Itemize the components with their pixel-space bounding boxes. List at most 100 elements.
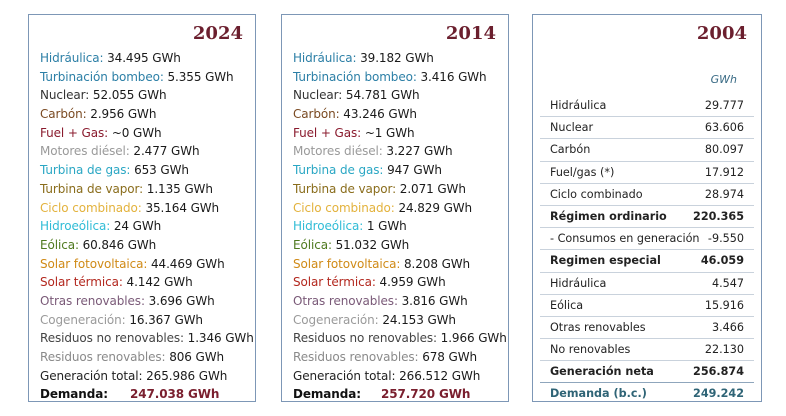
demand-label: Demanda: xyxy=(40,387,108,402)
row-value: 34.495 GWh xyxy=(103,51,181,65)
row-label: Otras renovables: xyxy=(40,293,145,308)
row-label: Carbón xyxy=(550,143,591,157)
row-value: 17.912 xyxy=(704,165,744,179)
generation-row: Hidráulica: 34.495 GWh xyxy=(40,49,254,68)
row-value: 3.227 GWh xyxy=(382,144,453,159)
table-row: Hidráulica 4.547 xyxy=(540,273,754,295)
row-value: 1.966 GWh xyxy=(436,331,507,346)
row-value: 653 GWh xyxy=(130,163,189,178)
table-row: - Consumos en generación -9.550 xyxy=(540,228,754,251)
row-value: 43.246 GWh xyxy=(339,107,417,122)
generation-row: Hidroeólica: 1 GWh xyxy=(293,217,507,236)
generation-row: Motores diésel: 3.227 GWh xyxy=(293,142,507,161)
generation-row: Eólica: 60.846 GWh xyxy=(40,236,254,255)
row-value: 80.097 xyxy=(704,143,744,157)
row-label: Fuel + Gas: xyxy=(40,125,109,140)
row-label: Otras renovables xyxy=(550,320,646,334)
row-label: Turbina de vapor: xyxy=(293,181,397,196)
row-value: 2.477 GWh xyxy=(129,144,200,159)
generation-row: Residuos no renovables: 1.966 GWh xyxy=(293,329,507,348)
row-value: 28.974 xyxy=(704,187,744,201)
row-value: 29.777 xyxy=(704,99,744,112)
row-value: 947 GWh xyxy=(383,163,442,178)
row-value: 4.959 GWh xyxy=(375,275,446,290)
demand-row: Demanda: 247.038 GWh xyxy=(40,385,254,404)
row-value: 24.153 GWh xyxy=(378,312,456,327)
generation-row: Residuos renovables: 806 GWh xyxy=(40,348,254,367)
row-value: 1 GWh xyxy=(363,219,407,234)
row-label: Eólica xyxy=(550,298,584,312)
row-value: 4.142 GWh xyxy=(122,275,193,290)
row-label: Ciclo combinado xyxy=(550,187,643,201)
row-value: 54.781 GWh xyxy=(342,88,420,103)
row-label: Generación total: xyxy=(293,368,396,383)
generation-row: Motores diésel: 2.477 GWh xyxy=(40,142,254,161)
row-value: 39.182 GWh xyxy=(356,51,434,65)
row-label: No renovables xyxy=(550,343,631,357)
row-label: Turbinación bombeo: xyxy=(293,69,417,84)
row-value: 22.130 xyxy=(704,343,744,357)
row-label: Eólica: xyxy=(40,237,79,252)
row-value: ~1 GWh xyxy=(361,125,415,140)
generation-row: Generación total: 266.512 GWh xyxy=(293,367,507,386)
row-value: -9.550 xyxy=(707,232,744,246)
row-label: Turbina de gas: xyxy=(293,163,384,178)
row-label: Nuclear: xyxy=(293,88,343,103)
row-value: 52.055 GWh xyxy=(89,88,167,103)
table-row: Nuclear 63.606 xyxy=(540,117,754,140)
generation-row: Residuos no renovables: 1.346 GWh xyxy=(40,329,254,348)
row-label: Solar térmica: xyxy=(40,275,123,290)
table-row: Demanda (b.c.) 249.242 xyxy=(540,383,754,404)
row-label: Motores diésel: xyxy=(293,144,383,159)
panel-2004: 2004 GWh Hidráulica 29.777 Nuclear 63.606 Ca… xyxy=(532,14,762,402)
row-value: 51.032 GWh xyxy=(331,237,410,252)
row-label: Hidroeólica: xyxy=(293,219,364,234)
row-label: Eólica: xyxy=(293,237,332,252)
generation-row: Turbinación bombeo: 3.416 GWh xyxy=(293,68,507,87)
demand-value: 257.720 GWh xyxy=(381,387,471,402)
demand-label: Demanda: xyxy=(293,387,361,402)
year-title: 2004 xyxy=(696,23,747,44)
row-value: 678 GWh xyxy=(418,350,477,364)
row-label: Residuos no renovables: xyxy=(293,331,437,346)
row-value: 60.846 GWh xyxy=(78,237,157,252)
row-label: Otras renovables: xyxy=(293,293,398,308)
row-value: 5.355 GWh xyxy=(163,69,234,84)
generation-row: Turbina de vapor: 2.071 GWh xyxy=(293,180,507,199)
demand-value: 247.038 GWh xyxy=(130,387,220,402)
row-label: Turbinación bombeo: xyxy=(40,69,164,84)
panel-2014: 2014 Hidráulica: 39.182 GWh Turbinación b… xyxy=(281,14,509,402)
row-value: 1.346 GWh xyxy=(183,331,254,346)
generation-row: Otras renovables: 3.816 GWh xyxy=(293,292,507,311)
row-label: Hidráulica: xyxy=(40,51,104,65)
generation-list: Hidráulica: 34.495 GWh Turbinación bombeo… xyxy=(40,49,254,404)
row-label: Generación total: xyxy=(40,368,143,383)
row-value: 220.365 xyxy=(693,209,744,223)
row-value: 15.916 xyxy=(704,298,744,312)
table-row: Eólica 15.916 xyxy=(540,295,754,317)
row-label: Turbina de vapor: xyxy=(40,181,144,196)
row-value: 2.956 GWh xyxy=(86,107,157,122)
row-label: Carbón: xyxy=(293,107,340,122)
generation-row: Nuclear: 52.055 GWh xyxy=(40,86,254,105)
year-title: 2024 xyxy=(192,23,243,44)
table-row: Carbón 80.097 xyxy=(540,139,754,162)
row-label: Regimen especial xyxy=(550,254,661,268)
demand-row: Demanda: 257.720 GWh xyxy=(293,385,507,404)
row-value: 3.466 xyxy=(711,320,744,334)
row-label: Hidráulica: xyxy=(293,51,357,65)
row-label: Residuos renovables: xyxy=(40,350,166,364)
generation-row: Solar térmica: 4.142 GWh xyxy=(40,273,254,292)
energy-table: Hidráulica 29.777 Nuclear 63.606 Carbón 80.09… xyxy=(540,95,754,405)
row-value: ~0 GWh xyxy=(108,125,162,140)
row-label: Generación neta xyxy=(550,365,654,379)
row-value: 2.071 GWh xyxy=(396,181,466,196)
row-value: 24.829 GWh xyxy=(394,200,473,215)
generation-row: Turbina de vapor: 1.135 GWh xyxy=(40,180,254,199)
generation-row: Carbón: 2.956 GWh xyxy=(40,105,254,124)
row-value: 24 GWh xyxy=(110,219,162,234)
row-label: Hidráulica xyxy=(550,276,607,290)
generation-row: Turbina de gas: 653 GWh xyxy=(40,161,254,180)
row-label: Fuel/gas (*) xyxy=(550,165,615,179)
row-label: Nuclear xyxy=(550,121,594,135)
